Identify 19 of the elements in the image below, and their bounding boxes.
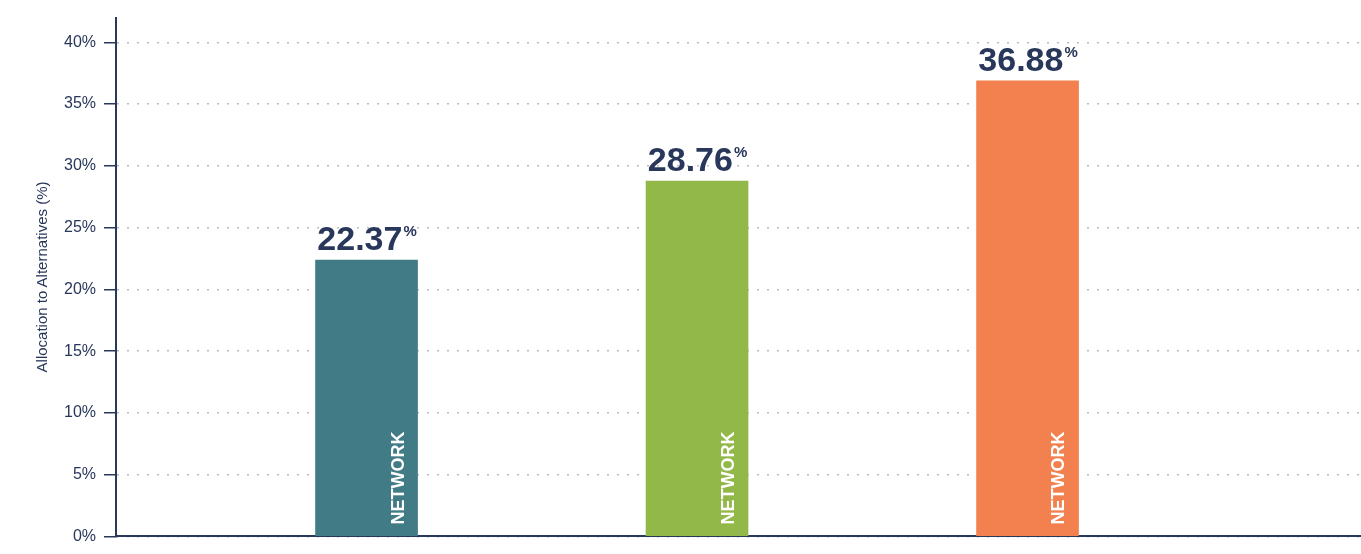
y-tick-label: 35%: [63, 94, 97, 112]
y-tick-label: 0%: [72, 526, 97, 544]
x-tick-label: NETWORK: [1048, 431, 1069, 525]
y-axis-title: Allocation to Alternatives (%): [33, 181, 51, 373]
y-tick-label: 20%: [63, 279, 97, 297]
y-tick-label: 15%: [63, 341, 97, 359]
data-label: 36.88%: [978, 39, 1078, 78]
bar: [976, 80, 1079, 536]
y-tick-label: 10%: [63, 403, 97, 421]
x-tick-label: NETWORK: [718, 431, 738, 525]
data-label: 28.76%: [647, 140, 748, 179]
data-label: 22.37%: [317, 219, 417, 258]
y-tick-label: 40%: [63, 32, 97, 50]
bar: [315, 259, 418, 536]
y-tick-label: 25%: [63, 218, 97, 235]
bar: [645, 180, 749, 536]
y-tick-label: 30%: [63, 156, 97, 174]
x-tick-label: NETWORK: [387, 431, 408, 525]
y-tick-label: 5%: [72, 465, 97, 483]
